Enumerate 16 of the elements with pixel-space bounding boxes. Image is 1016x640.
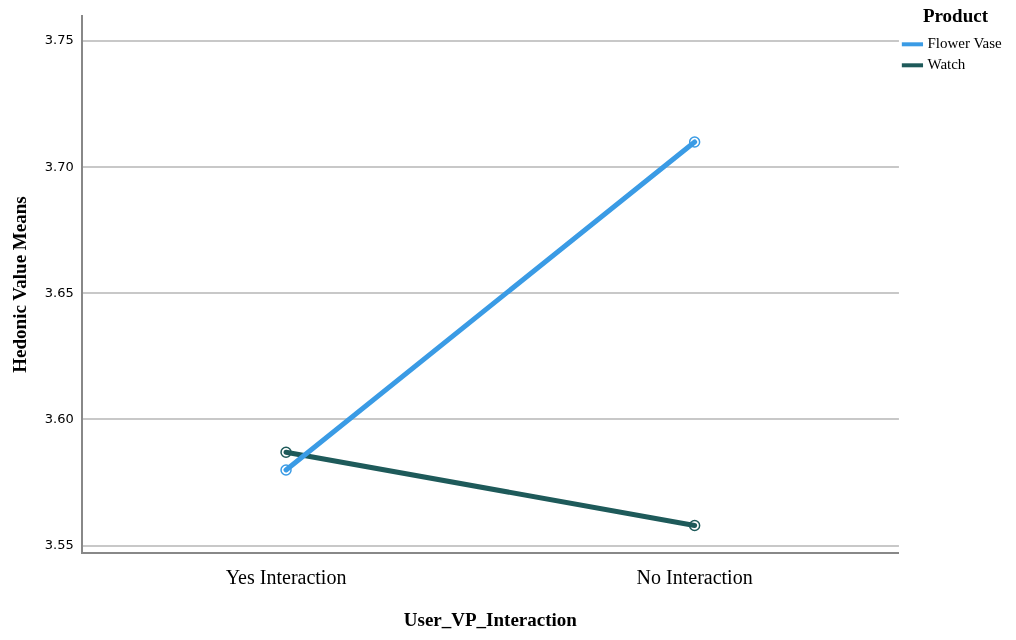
y-tick-label: 3.60 [44,410,74,426]
y-axis-title: Hedonic Value Means [9,196,31,373]
y-tick-label: 3.70 [44,158,74,174]
point [280,446,292,459]
x-tick-label: No Interaction [636,566,753,589]
x-tick-label: Yes Interaction [225,566,347,589]
y-tick-label: 3.55 [44,537,74,553]
point [688,136,701,148]
legend-title: Product [922,5,989,27]
legend-label: Watch [927,56,966,73]
point [688,519,701,532]
y-tick-label: 3.65 [44,284,74,300]
x-axis-title: User_VP_Interaction [403,608,578,630]
legend-label: Flower Vase [927,35,1003,52]
y-tick-label: 3.75 [44,32,74,48]
point [280,464,292,476]
